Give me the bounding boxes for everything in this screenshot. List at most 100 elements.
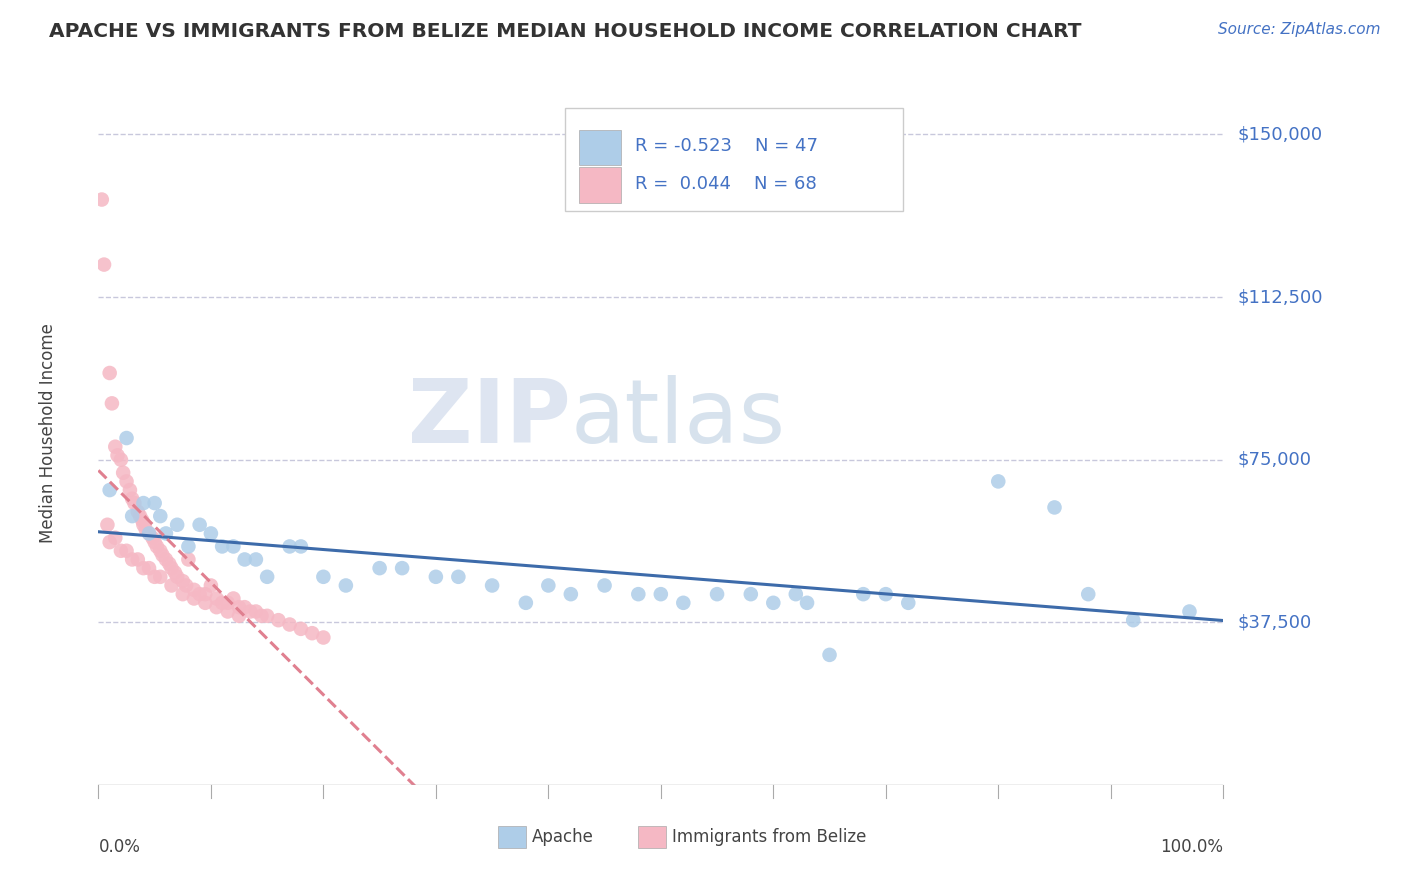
- Point: [278, 617, 301, 632]
- Point: [121, 491, 143, 506]
- Point: [152, 548, 174, 562]
- Point: [98, 366, 121, 380]
- Point: [391, 561, 413, 575]
- Text: Median Household Income: Median Household Income: [39, 323, 56, 542]
- Point: [897, 596, 920, 610]
- Point: [627, 587, 650, 601]
- Point: [177, 552, 200, 566]
- Point: [228, 608, 250, 623]
- Point: [217, 605, 239, 619]
- Text: $150,000: $150,000: [1237, 126, 1322, 144]
- Point: [115, 543, 138, 558]
- Text: $75,000: $75,000: [1237, 450, 1312, 468]
- Point: [785, 587, 807, 601]
- Point: [112, 466, 135, 480]
- Point: [143, 570, 166, 584]
- Point: [481, 578, 503, 592]
- Point: [335, 578, 357, 592]
- FancyBboxPatch shape: [565, 109, 903, 211]
- Point: [98, 483, 121, 497]
- Point: [222, 591, 245, 606]
- Point: [138, 526, 160, 541]
- Point: [149, 509, 172, 524]
- Point: [118, 483, 141, 497]
- Point: [166, 570, 188, 584]
- Point: [138, 561, 160, 575]
- Point: [1122, 613, 1144, 627]
- Point: [762, 596, 785, 610]
- Point: [706, 587, 728, 601]
- Point: [183, 591, 205, 606]
- Point: [90, 193, 112, 207]
- Bar: [498, 826, 526, 848]
- Point: [194, 587, 217, 601]
- Text: 100.0%: 100.0%: [1160, 838, 1223, 855]
- Text: atlas: atlas: [571, 375, 786, 462]
- Point: [425, 570, 447, 584]
- Point: [96, 517, 118, 532]
- Point: [818, 648, 841, 662]
- Point: [172, 587, 194, 601]
- Point: [447, 570, 470, 584]
- Point: [796, 596, 818, 610]
- Text: $112,500: $112,500: [1237, 288, 1323, 306]
- Point: [143, 496, 166, 510]
- Point: [115, 475, 138, 489]
- Point: [124, 496, 146, 510]
- Point: [200, 526, 222, 541]
- Text: R =  0.044    N = 68: R = 0.044 N = 68: [636, 175, 817, 193]
- Point: [593, 578, 616, 592]
- Point: [93, 258, 115, 272]
- Point: [138, 526, 160, 541]
- Point: [98, 535, 121, 549]
- Point: [166, 517, 188, 532]
- Point: [740, 587, 762, 601]
- Point: [301, 626, 323, 640]
- Point: [256, 570, 278, 584]
- Point: [1077, 587, 1099, 601]
- Point: [160, 561, 183, 575]
- Point: [188, 587, 211, 601]
- Text: APACHE VS IMMIGRANTS FROM BELIZE MEDIAN HOUSEHOLD INCOME CORRELATION CHART: APACHE VS IMMIGRANTS FROM BELIZE MEDIAN …: [49, 22, 1081, 41]
- Point: [121, 552, 143, 566]
- Point: [127, 505, 149, 519]
- Point: [141, 531, 163, 545]
- Point: [132, 517, 155, 532]
- Point: [101, 396, 124, 410]
- Text: 0.0%: 0.0%: [98, 838, 141, 855]
- Point: [267, 613, 290, 627]
- Point: [200, 578, 222, 592]
- Point: [245, 552, 267, 566]
- Bar: [579, 129, 621, 165]
- Point: [672, 596, 695, 610]
- Point: [290, 540, 312, 554]
- Point: [160, 578, 183, 592]
- Point: [127, 552, 149, 566]
- Point: [222, 540, 245, 554]
- Bar: [638, 826, 666, 848]
- Point: [104, 440, 127, 454]
- Point: [228, 600, 250, 615]
- Point: [129, 509, 152, 524]
- Point: [875, 587, 897, 601]
- Point: [278, 540, 301, 554]
- Point: [155, 526, 177, 541]
- Text: ZIP: ZIP: [408, 375, 571, 462]
- Point: [131, 513, 153, 527]
- Point: [132, 561, 155, 575]
- Point: [245, 605, 267, 619]
- Point: [1178, 605, 1201, 619]
- Bar: [579, 168, 621, 202]
- Point: [250, 608, 273, 623]
- Point: [239, 605, 262, 619]
- Point: [560, 587, 582, 601]
- Point: [149, 543, 172, 558]
- Point: [155, 552, 177, 566]
- Text: Apache: Apache: [531, 828, 593, 847]
- Point: [110, 543, 132, 558]
- Point: [163, 566, 186, 580]
- Point: [987, 475, 1010, 489]
- Point: [233, 552, 256, 566]
- Point: [312, 631, 335, 645]
- Point: [188, 517, 211, 532]
